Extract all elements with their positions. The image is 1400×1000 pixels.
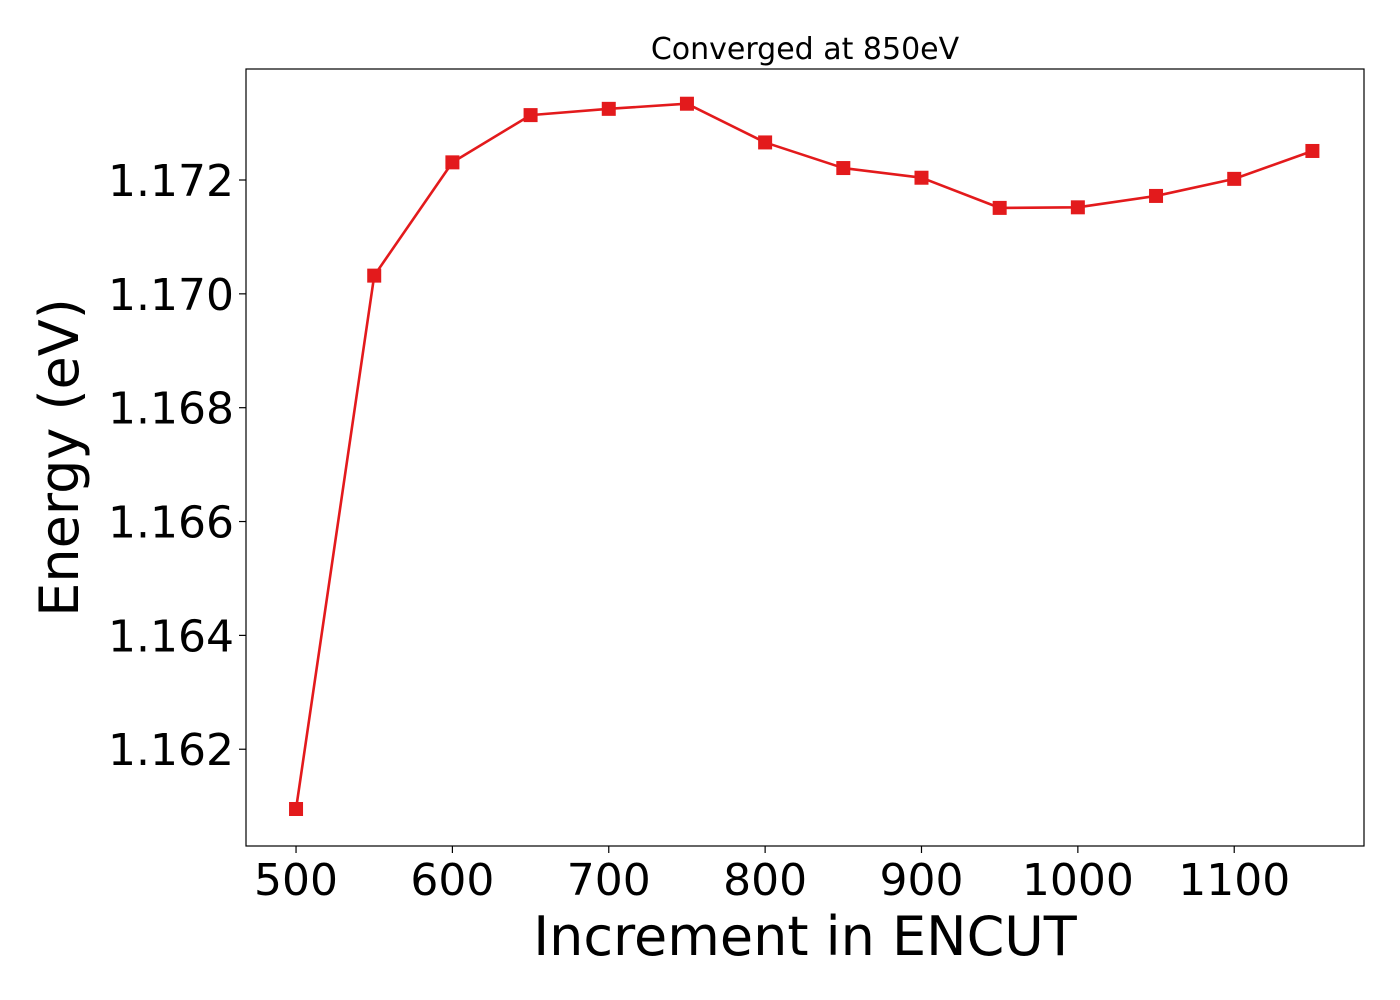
y-tick-label: 1.170: [108, 270, 234, 321]
y-tick-label: 1.164: [108, 611, 234, 662]
y-tick-label: 1.168: [108, 384, 234, 435]
x-axis-label: Increment in ENCUT: [533, 905, 1078, 968]
y-axis-label: Energy (eV): [28, 298, 91, 617]
data-point-marker: [445, 155, 460, 170]
x-tick-label: 800: [723, 855, 807, 906]
data-point-marker: [1227, 171, 1242, 186]
y-tick-label: 1.172: [108, 156, 234, 207]
x-tick-label: 700: [567, 855, 651, 906]
data-point-marker: [1305, 143, 1320, 158]
x-tick-label: 900: [879, 855, 963, 906]
x-tick-label: 1000: [1022, 855, 1134, 906]
data-point-marker: [1070, 200, 1085, 215]
data-point-marker: [289, 802, 304, 816]
data-point-marker: [1149, 188, 1164, 203]
data-point-marker: [836, 161, 851, 176]
data-point-marker: [992, 200, 1007, 215]
x-axis-ticks: 500 600 700 800 900 1000 1100: [254, 846, 1290, 906]
y-tick-label: 1.166: [108, 498, 234, 549]
x-tick-label: 600: [410, 855, 494, 906]
series-line: [294, 102, 1313, 810]
data-point-marker: [914, 170, 929, 185]
x-tick-label: 1100: [1178, 855, 1290, 906]
data-point-marker: [679, 96, 694, 111]
plot-area-frame: [245, 68, 1365, 847]
data-point-marker: [601, 101, 616, 116]
data-point-marker: [523, 108, 538, 123]
x-tick-label: 500: [254, 855, 338, 906]
data-point-marker: [367, 268, 382, 283]
y-axis-ticks: 1.162 1.164 1.166 1.168 1.170 1.172: [108, 156, 246, 776]
y-tick-label: 1.162: [108, 725, 234, 776]
chart-title: Converged at 850eV: [651, 32, 960, 67]
data-point-marker: [758, 135, 773, 150]
series-layer: [289, 96, 1320, 816]
